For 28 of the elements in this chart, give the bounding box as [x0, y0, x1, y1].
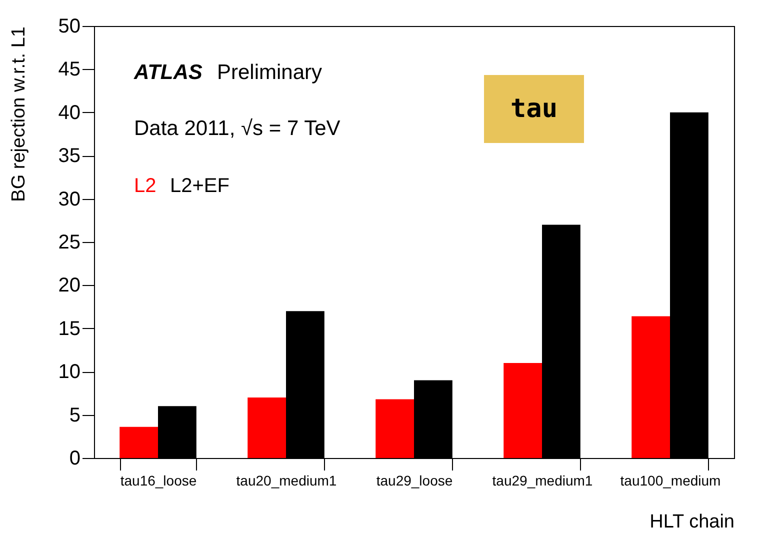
annotation: tau [510, 94, 558, 124]
bar [504, 362, 542, 458]
y-tick-label: 45 [58, 58, 80, 81]
bar [632, 316, 670, 458]
x-axis-title: HLT chain [650, 512, 734, 532]
x-tick-label: tau100_medium [620, 472, 721, 488]
y-tick-label: 50 [58, 16, 80, 38]
bar [376, 399, 414, 458]
x-tick-label: tau29_medium1 [492, 472, 593, 488]
y-tick-label: 35 [58, 145, 80, 168]
annotation: ATLAS Preliminary [133, 61, 323, 84]
text: L2+EF [170, 175, 230, 197]
y-tick-label: 0 [69, 448, 80, 470]
x-tick-label: tau20_medium1 [236, 472, 337, 488]
bar [120, 426, 158, 458]
annotation: Data 2011, √s = 7 TeV [134, 117, 340, 140]
y-axis-title: BG rejection w.r.t. L1 [8, 26, 30, 202]
y-tick-label: 25 [58, 232, 80, 254]
y-tick-label: 15 [58, 318, 80, 340]
y-tick-label: 5 [69, 404, 80, 426]
x-tick-label: tau29_loose [376, 472, 453, 488]
y-tick-label: 10 [58, 361, 80, 384]
text: L2 [134, 175, 156, 197]
bar [248, 398, 286, 458]
y-tick-label: 20 [58, 274, 80, 297]
x-tick-label: tau16_loose [120, 472, 197, 488]
y-tick-label: 40 [58, 102, 80, 124]
y-tick-label: 30 [58, 188, 80, 210]
